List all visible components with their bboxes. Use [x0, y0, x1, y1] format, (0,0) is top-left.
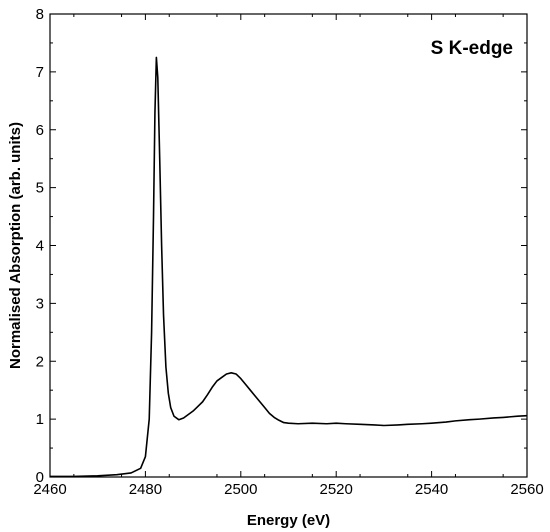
- y-axis-label: Normalised Absorption (arb. units): [7, 122, 24, 369]
- x-tick-label: 2520: [320, 481, 353, 498]
- x-tick-label: 2560: [510, 481, 543, 498]
- x-tick-label: 2480: [129, 481, 162, 498]
- x-tick-label: 2500: [224, 481, 257, 498]
- x-axis-ticks: 2460 2480 2500 2520 2540 2560: [33, 14, 544, 498]
- series-line: [50, 56, 528, 478]
- y-axis-ticks: 0 1 2 3 4 5 6 7 8: [36, 6, 527, 486]
- series-group: [50, 56, 528, 478]
- y-tick-label: 1: [36, 411, 44, 428]
- y-tick-label: 3: [36, 295, 44, 312]
- y-tick-label: 2: [36, 353, 44, 370]
- plot-frame-rect: [49, 13, 528, 478]
- plot-frame: [49, 13, 528, 478]
- y-tick-label: 8: [36, 6, 44, 23]
- y-tick-label: 4: [36, 238, 44, 255]
- y-tick-label: 0: [36, 469, 44, 486]
- x-tick-label: 2460: [33, 481, 66, 498]
- x-axis-label: Energy (eV): [247, 512, 330, 529]
- y-tick-label: 6: [36, 122, 44, 139]
- x-tick-label: 2540: [415, 481, 448, 498]
- chart-annotation: S K-edge: [431, 38, 513, 59]
- y-tick-label: 7: [36, 64, 44, 81]
- y-tick-label: 5: [36, 180, 44, 197]
